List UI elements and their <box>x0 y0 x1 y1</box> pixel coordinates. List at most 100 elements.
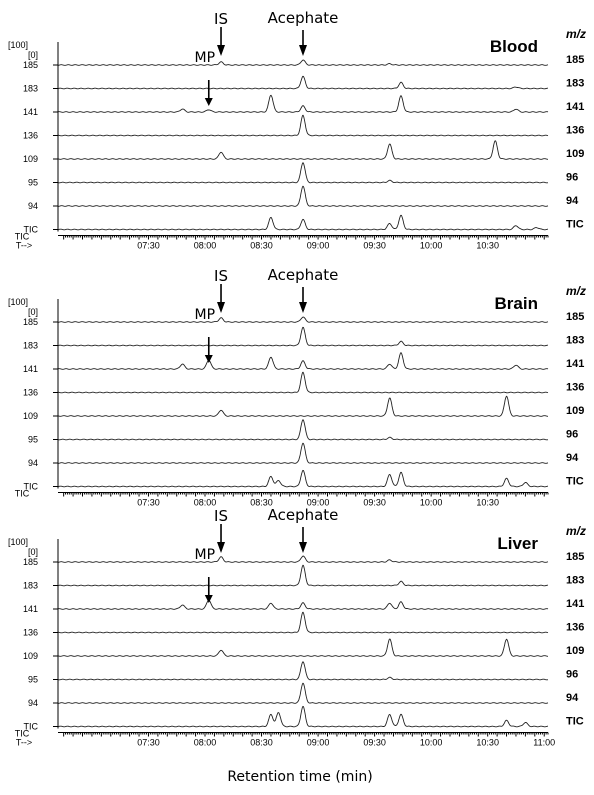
x-tick-label: 09:30 <box>363 738 386 748</box>
row-label-109: 109 <box>23 154 38 164</box>
row-label-183: 183 <box>23 341 38 351</box>
mz-label-tic: TIC <box>566 716 584 728</box>
x-tick-label: 09:00 <box>307 498 330 508</box>
mz-label-136: 136 <box>566 622 584 634</box>
acephate-arrow-head <box>299 45 307 56</box>
x-tick-label: 08:00 <box>194 498 217 508</box>
mz-label-136: 136 <box>566 382 584 394</box>
acephate-label: Acephate <box>268 9 339 27</box>
row-label-109: 109 <box>23 411 38 421</box>
mz-label-96: 96 <box>566 172 578 184</box>
mp-label: MP <box>194 307 215 323</box>
tissue-label-blood: Blood <box>490 37 538 56</box>
mz-label-185: 185 <box>566 54 584 66</box>
x-tick-label: 11:00 <box>533 738 555 748</box>
x-tick-label: 09:30 <box>363 498 386 508</box>
mz-label-109: 109 <box>566 405 584 417</box>
trace-line-136 <box>58 114 549 137</box>
mz-label-183: 183 <box>566 335 584 347</box>
row-label-141: 141 <box>23 107 38 117</box>
trace-line-185 <box>58 59 549 66</box>
is-label: IS <box>214 10 228 28</box>
trace-line-tic <box>57 214 548 231</box>
axis-prefix-tic: TIC <box>15 232 30 242</box>
x-tick-label: 10:00 <box>420 738 443 748</box>
row-label-94: 94 <box>28 458 38 468</box>
row-label-tic: TIC <box>24 722 39 732</box>
is-arrow-head <box>217 302 226 313</box>
row-label-183: 183 <box>23 84 38 94</box>
trace-line-141 <box>57 599 549 610</box>
trace-line-136 <box>58 371 549 394</box>
tissue-label-brain: Brain <box>495 294 538 313</box>
row-label-94: 94 <box>28 698 38 708</box>
scale-zero-label: [0] <box>28 547 38 557</box>
mp-arrow-head <box>204 355 213 363</box>
mz-label-96: 96 <box>566 669 578 681</box>
mz-label-136: 136 <box>566 125 584 137</box>
x-tick-label: 07:30 <box>137 738 160 748</box>
trace-line-183 <box>57 326 548 347</box>
acephate-label: Acephate <box>268 266 339 284</box>
row-label-141: 141 <box>23 604 38 614</box>
mz-label-109: 109 <box>566 148 584 160</box>
trace-line-185 <box>58 316 549 323</box>
x-tick-label: 08:30 <box>250 498 273 508</box>
x-tick-label: 10:00 <box>420 498 443 508</box>
x-tick-label: 09:00 <box>307 241 330 251</box>
acephate-arrow-head <box>299 302 307 313</box>
row-label-183: 183 <box>23 581 38 591</box>
mz-label-141: 141 <box>566 358 584 370</box>
chart-panel-liver: 185 185 183 183 141 141 136 136 109 109 95 96 94 94 TI… <box>8 506 586 748</box>
trace-line-183 <box>57 564 548 587</box>
row-label-95: 95 <box>28 435 38 445</box>
row-label-136: 136 <box>23 388 38 398</box>
mz-label-94: 94 <box>566 452 579 464</box>
mz-label-185: 185 <box>566 551 584 563</box>
axis-prefix-t: T--> <box>16 738 32 748</box>
x-tick-label: 09:00 <box>307 738 330 748</box>
row-label-109: 109 <box>23 651 38 661</box>
trace-line-96 <box>57 661 549 681</box>
row-label-95: 95 <box>28 675 38 685</box>
x-tick-label: 10:30 <box>476 738 499 748</box>
trace-line-136 <box>58 611 549 634</box>
scale-zero-label: [0] <box>28 50 38 60</box>
row-label-185: 185 <box>23 60 38 70</box>
axis-prefix-tic: TIC <box>15 489 30 499</box>
scale-top-label: [100] <box>8 40 28 50</box>
trace-line-183 <box>57 75 548 90</box>
mz-label-183: 183 <box>566 78 584 90</box>
mz-label-141: 141 <box>566 598 584 610</box>
x-tick-label: 08:30 <box>250 738 273 748</box>
mz-label-tic: TIC <box>566 476 584 488</box>
trace-line-109 <box>57 140 548 160</box>
is-label: IS <box>214 267 228 285</box>
x-tick-label: 10:30 <box>476 498 499 508</box>
axis-prefix-t: T--> <box>16 241 32 251</box>
trace-line-tic <box>57 705 548 728</box>
is-label: IS <box>214 507 228 525</box>
x-tick-label: 07:30 <box>137 241 160 251</box>
x-tick-label: 08:00 <box>194 738 217 748</box>
trace-line-185 <box>58 555 549 563</box>
x-tick-label: 10:00 <box>420 241 443 251</box>
mz-label-109: 109 <box>566 645 584 657</box>
scale-zero-label: [0] <box>28 307 38 317</box>
x-tick-label: 08:30 <box>250 241 273 251</box>
mz-label-94: 94 <box>566 195 579 207</box>
x-tick-label: 09:30 <box>363 241 386 251</box>
axis-prefix-tic: TIC <box>15 729 30 739</box>
row-label-tic: TIC <box>24 482 39 492</box>
trace-line-tic <box>57 469 548 488</box>
trace-line-109 <box>57 638 548 657</box>
trace-line-94 <box>58 442 549 464</box>
tissue-label-liver: Liver <box>497 534 538 553</box>
scale-top-label: [100] <box>8 297 28 307</box>
is-arrow-head <box>217 45 226 56</box>
row-label-141: 141 <box>23 364 38 374</box>
mp-arrow-head <box>204 595 213 603</box>
trace-line-109 <box>57 395 548 417</box>
trace-line-96 <box>57 419 549 441</box>
